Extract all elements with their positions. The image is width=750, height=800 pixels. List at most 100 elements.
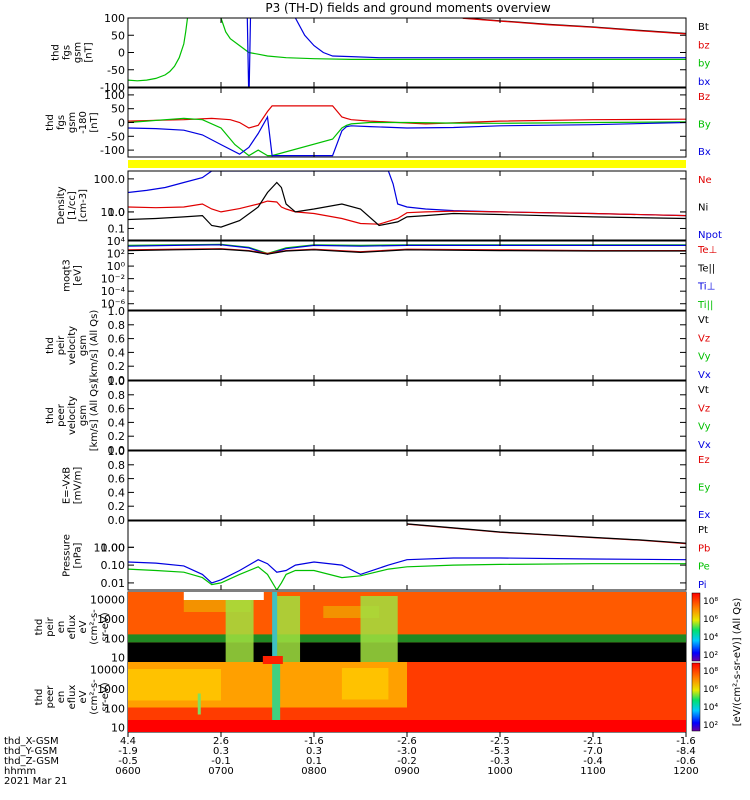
legend-entry: Bz xyxy=(698,92,710,103)
y-tick-label: 100 xyxy=(104,12,125,25)
panel-frame xyxy=(127,450,687,521)
x-ephem-z: -0.5 xyxy=(118,756,138,767)
y-axis-label: velocity xyxy=(67,396,78,435)
x-ephem-y: -8.4 xyxy=(676,746,696,757)
legend-entry: Ti⊥ xyxy=(697,282,715,293)
y-tick-label: 0.8 xyxy=(108,319,126,332)
y-tick-label: 1.0 xyxy=(108,375,126,388)
legend-entry: By xyxy=(698,120,711,131)
y-axis-label: sr-eV) xyxy=(100,612,111,641)
panel-3: 100.0 10.01.0 0.1 Density [1/cc] [cm-3] Ne Ni Np… xyxy=(56,170,722,241)
legend-entry: Te⊥ xyxy=(697,245,717,256)
spectrogram-1 xyxy=(128,592,686,662)
y-tick-label: 0 xyxy=(118,47,125,60)
colorbar-tick: 10⁸ xyxy=(703,667,718,677)
spectrogram-2 xyxy=(128,656,686,732)
y-axis-label: peer xyxy=(45,685,56,709)
y-tick-label: 10000 xyxy=(90,664,125,677)
colorbar-tick: 10⁶ xyxy=(703,615,718,625)
y-axis-label: moqt3 xyxy=(62,259,73,292)
y-axis-label: en xyxy=(56,621,67,634)
x-ephem-x: -1.6 xyxy=(676,736,696,747)
legend-entry: Vx xyxy=(698,370,711,381)
panel-frame xyxy=(127,170,687,241)
x-ephem-z: -0.6 xyxy=(676,756,696,767)
x-tick-label: 1000 xyxy=(487,766,512,777)
y-axis-label: -180 xyxy=(78,111,89,134)
ephemeris-label: thd_X-GSM xyxy=(4,736,59,747)
colorbar-tick: 10² xyxy=(703,721,718,731)
legend-entry: Pi xyxy=(698,580,707,591)
legend-entry: Vz xyxy=(698,333,710,344)
x-ephem-y: -7.0 xyxy=(583,746,603,757)
y-axis-label: [nPa] xyxy=(73,542,84,568)
series-line xyxy=(462,18,686,35)
colorbar-tick: 10⁴ xyxy=(703,703,718,713)
legend-entry: Vy xyxy=(698,352,711,363)
y-tick-label: 100 xyxy=(104,632,125,645)
x-ephem-y: -3.0 xyxy=(397,746,417,757)
legend-entry: Pb xyxy=(698,543,710,554)
y-tick-label: 0.0 xyxy=(108,514,126,527)
y-tick-label: 1.0 xyxy=(108,305,126,318)
y-axis-label: [nT] xyxy=(89,112,100,132)
colorbar xyxy=(691,592,701,662)
y-tick-label: 0.2 xyxy=(108,360,126,373)
y-axis-label: (cm²-s- xyxy=(89,609,100,645)
legend-entry: Ey xyxy=(698,483,710,494)
y-tick-label: 50 xyxy=(111,103,125,116)
x-tick-label: 0900 xyxy=(394,766,419,777)
y-tick-label: 0.4 xyxy=(108,416,126,429)
y-axis-label: E=-VxB xyxy=(62,467,73,504)
ephemeris-label: thd_Y-GSM xyxy=(4,746,57,757)
x-ephem-y: 0.3 xyxy=(306,746,322,757)
x-ephem-x: -2.1 xyxy=(583,736,603,747)
y-tick-label: 10000 xyxy=(90,594,125,607)
legend-entry: Ni xyxy=(698,203,708,214)
legend-entry: Pe xyxy=(698,562,710,573)
y-tick-label: 0.8 xyxy=(108,389,126,402)
y-axis-label: [km/s] (All Qs) xyxy=(89,380,100,452)
x-ephem-y: -5.3 xyxy=(490,746,510,757)
y-tick-label: 10⁰ xyxy=(107,260,126,273)
y-axis-label: Pressure xyxy=(62,534,73,577)
y-tick-label: 10² xyxy=(107,248,125,261)
date-label: 2021 Mar 21 xyxy=(4,776,67,787)
legend-entry: bz xyxy=(698,40,710,51)
legend-entry: Bt xyxy=(698,22,709,33)
panel-frame xyxy=(127,520,687,591)
legend-entry: Npot xyxy=(698,230,722,241)
y-axis-label: [1/cc] xyxy=(67,191,78,220)
y-axis-label: thd xyxy=(34,689,45,706)
colorbar xyxy=(691,662,701,732)
colorbar-label: [eV/(cm²-s-sr-eV)] (All Qs) xyxy=(732,598,743,727)
y-axis-label: [cm-3] xyxy=(78,189,89,222)
y-tick-label: 0.6 xyxy=(108,333,126,346)
yellow-strip xyxy=(128,160,686,168)
series-line xyxy=(406,523,686,544)
colorbar-tick: 10⁴ xyxy=(703,633,718,643)
y-tick-label: 0.6 xyxy=(108,473,126,486)
y-axis-label: gsm xyxy=(78,405,89,426)
y-axis-label: peir xyxy=(45,616,56,636)
y-tick-label: 10⁻⁶ xyxy=(101,298,126,311)
x-ephem-x: 4.4 xyxy=(120,736,136,747)
panel-1: 100 50 0 -50 -100 thd fgs gsm [nT] Bt bz by bx xyxy=(51,12,711,94)
y-tick-label: 10 xyxy=(111,722,125,735)
colorbar-tick: 10² xyxy=(703,651,718,661)
y-tick-label: 1000 xyxy=(97,683,125,696)
x-ephem-z: -0.1 xyxy=(211,756,231,767)
y-axis-label: [km/s] (All Qs) xyxy=(89,310,100,382)
x-tick-label: 0600 xyxy=(115,766,140,777)
y-axis-label: en xyxy=(56,691,67,704)
y-tick-label: 10.00 xyxy=(94,541,126,554)
y-axis-label: (cm²-s- xyxy=(89,679,100,715)
ephemeris-label: thd_Z-GSM xyxy=(4,756,59,767)
y-tick-label: 0.4 xyxy=(108,486,126,499)
y-axis-label: fgs xyxy=(56,115,67,130)
y-tick-label: -50 xyxy=(107,64,125,77)
